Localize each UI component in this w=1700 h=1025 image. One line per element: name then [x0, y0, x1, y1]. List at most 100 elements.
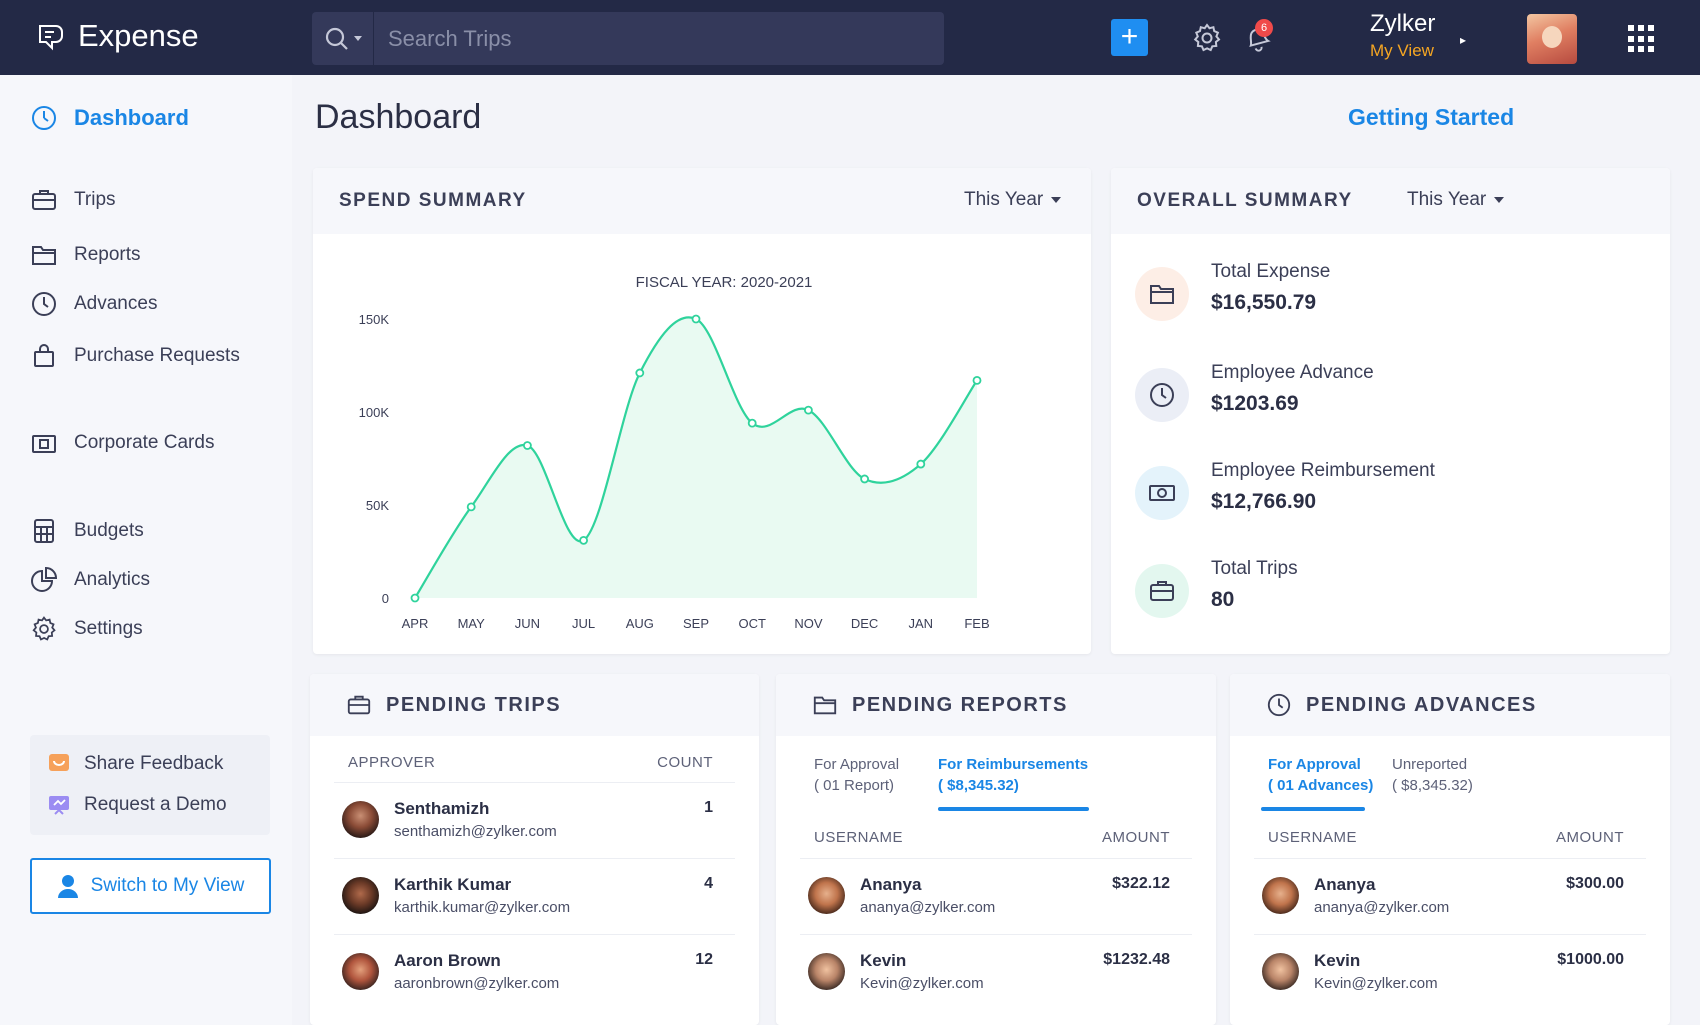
x-tick-label: MAY	[458, 616, 486, 631]
column-header-approver: APPROVER	[348, 754, 436, 771]
overall-period-dropdown[interactable]: This Year	[1407, 189, 1505, 211]
pending-reports-card: PENDING REPORTS For Approval ( 01 Report…	[776, 674, 1216, 1025]
summary-employee-reimbursement[interactable]: Employee Reimbursement $12,766.90	[1135, 460, 1435, 520]
summary-value: $12,766.90	[1211, 490, 1317, 513]
overall-summary-header: OVERALL SUMMARY This Year	[1111, 168, 1670, 234]
getting-started-link[interactable]: Getting Started	[1348, 104, 1515, 130]
y-tick-label: 100K	[359, 405, 390, 420]
folder-icon	[32, 246, 56, 265]
tab-line2: ( $8,345.32)	[1392, 777, 1473, 794]
row-email: karthik.kumar@zylker.com	[394, 899, 571, 916]
user-avatar[interactable]	[1527, 14, 1577, 64]
sidebar-item-label: Corporate Cards	[74, 432, 215, 453]
switch-to-my-view-button[interactable]: Switch to My View	[30, 858, 271, 914]
sidebar-item-label: Analytics	[74, 569, 151, 590]
sidebar-item-analytics[interactable]: Analytics	[30, 566, 150, 594]
briefcase-icon	[32, 190, 56, 210]
sidebar-item-purchase-requests[interactable]: Purchase Requests	[30, 342, 240, 370]
summary-icon-circle	[1135, 564, 1189, 618]
x-tick-label: JAN	[909, 616, 934, 631]
summary-label: Total Expense	[1211, 261, 1331, 282]
row-amount: $1000.00	[1557, 951, 1624, 968]
spend-period-dropdown[interactable]: This Year	[964, 189, 1062, 211]
pending-advances-card: PENDING ADVANCES For Approval ( 01 Advan…	[1230, 674, 1670, 1025]
chart-point-jan	[916, 459, 926, 469]
overall-summary-title: OVERALL SUMMARY	[1137, 190, 1353, 211]
tab-unreported[interactable]: Unreported ( $8,345.32)	[1392, 754, 1473, 796]
column-header-amount: AMOUNT	[1102, 829, 1170, 846]
summary-value: $1203.69	[1211, 392, 1299, 415]
sidebar-item-advances[interactable]: Advances	[30, 290, 157, 318]
row-count: 4	[704, 875, 713, 892]
sidebar-item-label: Purchase Requests	[74, 345, 240, 366]
row-email: senthamizh@zylker.com	[394, 823, 557, 840]
x-tick-label: DEC	[851, 616, 878, 631]
summary-total-trips[interactable]: Total Trips 80	[1135, 558, 1298, 618]
row-email: Kevin@zylker.com	[860, 975, 984, 992]
chart-point-sep	[691, 314, 701, 324]
sidebar-item-budgets[interactable]: Budgets	[30, 517, 144, 545]
chart-title: FISCAL YEAR: 2020-2021	[636, 274, 813, 291]
sidebar-item-label: Dashboard	[74, 105, 189, 130]
tab-line1: For Reimbursements	[938, 756, 1089, 773]
tab-for-approval[interactable]: For Approval ( 01 Report)	[814, 754, 899, 796]
request-demo-link[interactable]: Request a Demo	[48, 794, 227, 816]
sidebar-item-label: Settings	[74, 618, 143, 639]
spend-chart: FISCAL YEAR: 2020-2021 APR MAY JUN JUL AUG SE…	[359, 274, 990, 631]
tab-for-approval[interactable]: For Approval ( 01 Advances)	[1268, 754, 1373, 796]
table-row[interactable]: Aaron Brown aaronbrown@zylker.com 12	[334, 934, 735, 1010]
table-row[interactable]: Kevin Kevin@zylker.com $1232.48	[800, 934, 1192, 1010]
clock-icon	[1267, 693, 1291, 717]
chart-point-oct	[747, 418, 757, 428]
tab-for-reimbursements[interactable]: For Reimbursements ( $8,345.32)	[938, 754, 1088, 796]
briefcase-icon	[347, 695, 371, 715]
chevron-right-icon[interactable]: ▸	[1460, 33, 1467, 47]
search-input[interactable]	[374, 25, 934, 52]
add-button[interactable]: +	[1111, 19, 1148, 56]
share-feedback-link[interactable]: Share Feedback	[48, 753, 223, 775]
folder-icon	[813, 696, 837, 715]
summary-employee-advance[interactable]: Employee Advance $1203.69	[1135, 362, 1374, 422]
row-amount: $322.12	[1112, 875, 1170, 892]
table-row[interactable]: Senthamizh senthamizh@zylker.com 1	[334, 782, 735, 858]
table-row[interactable]: Karthik Kumar karthik.kumar@zylker.com 4	[334, 858, 735, 934]
feedback-panel: Share Feedback Request a Demo	[30, 735, 270, 835]
gear-icon[interactable]	[1191, 22, 1223, 54]
folder-icon	[1150, 285, 1174, 304]
sidebar-item-corporate-cards[interactable]: Corporate Cards	[30, 429, 214, 457]
pending-trips-header: PENDING TRIPS	[310, 674, 759, 736]
active-tab-indicator	[1261, 807, 1365, 811]
sidebar-item-label: Advances	[74, 293, 158, 314]
summary-label: Total Trips	[1211, 558, 1298, 579]
row-name: Kevin	[860, 951, 907, 970]
sidebar-item-settings[interactable]: Settings	[30, 615, 143, 643]
switch-view-label: Switch to My View	[90, 875, 245, 896]
summary-total-expense[interactable]: Total Expense $16,550.79	[1135, 261, 1330, 321]
chart-series-line	[414, 316, 978, 599]
feedback-icon	[49, 754, 69, 771]
calculator-icon	[34, 519, 54, 543]
search-bar[interactable]	[312, 12, 944, 65]
summary-icon-circle	[1135, 267, 1189, 321]
sidebar-item-label: Budgets	[74, 520, 144, 541]
pie-chart-icon	[31, 566, 58, 592]
org-switcher[interactable]: Zylker My View	[1370, 10, 1435, 61]
avatar	[808, 953, 845, 990]
tab-line1: For Approval	[1268, 756, 1361, 773]
pending-reports-header: PENDING REPORTS	[776, 674, 1216, 736]
row-name: Ananya	[860, 875, 922, 894]
avatar	[1262, 953, 1299, 990]
sidebar-item-dashboard[interactable]: Dashboard	[30, 104, 189, 132]
table-row[interactable]: Ananya ananya@zylker.com $322.12	[800, 858, 1192, 934]
app-brand[interactable]: Expense	[34, 18, 199, 54]
x-tick-label: AUG	[626, 616, 654, 631]
sidebar-item-label: Reports	[74, 244, 141, 265]
apps-grid-icon[interactable]	[1628, 25, 1656, 53]
table-row[interactable]: Ananya ananya@zylker.com $300.00	[1254, 858, 1646, 934]
briefcase-icon	[1150, 581, 1174, 601]
table-row[interactable]: Kevin Kevin@zylker.com $1000.00	[1254, 934, 1646, 1010]
sidebar-item-trips[interactable]: Trips	[30, 186, 116, 214]
sidebar-item-reports[interactable]: Reports	[30, 241, 141, 269]
search-scope-dropdown[interactable]	[312, 12, 374, 65]
chart-point-nov	[803, 405, 813, 415]
